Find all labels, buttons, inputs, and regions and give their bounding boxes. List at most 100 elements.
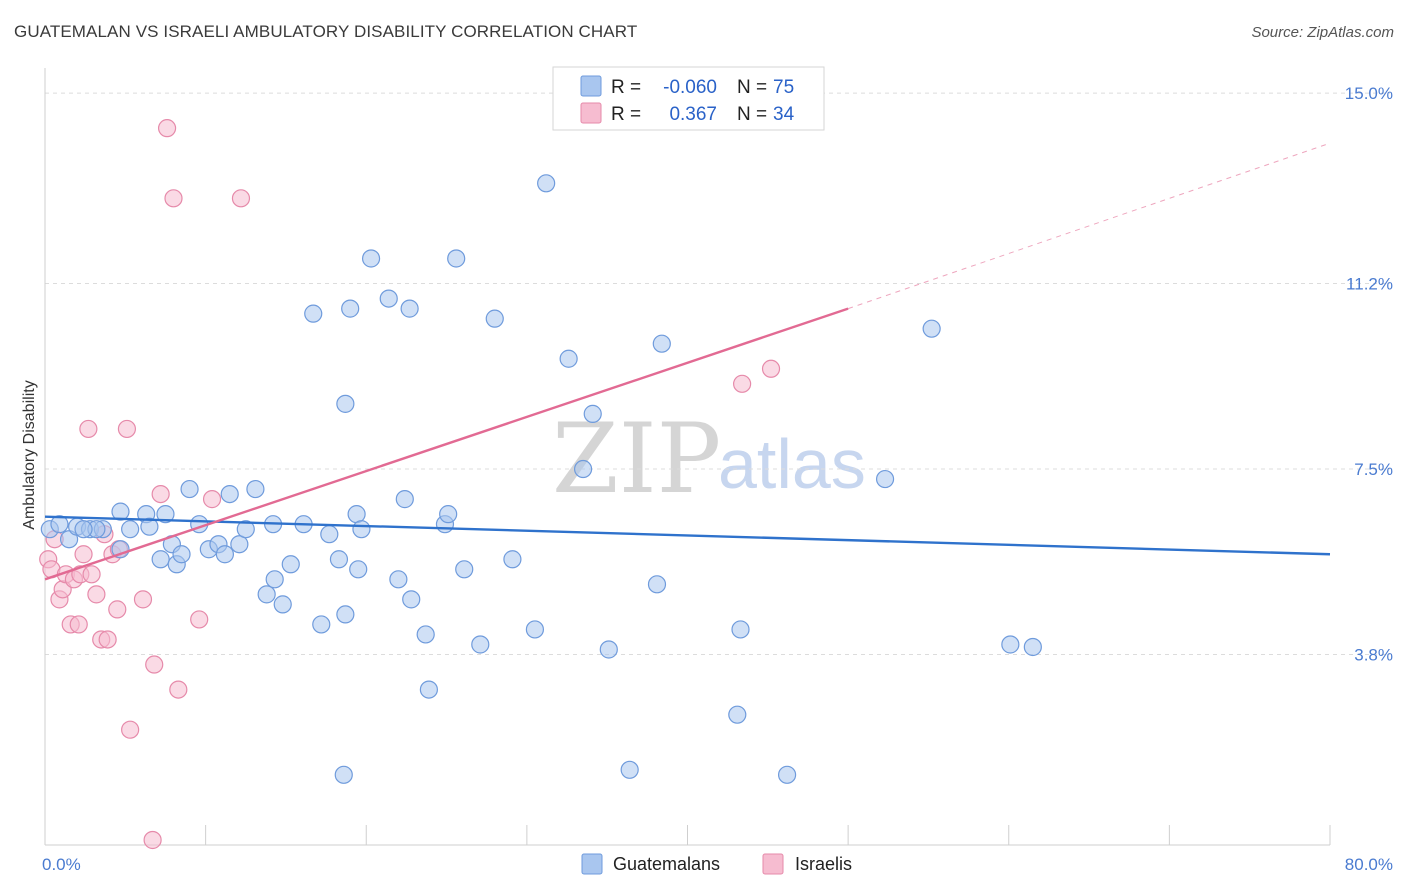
guatemalans-point-74 (74, 520, 93, 539)
x-tick-label-max: 80.0% (1345, 855, 1393, 874)
guatemalans-point-31 (304, 304, 323, 323)
israelis-point-26 (169, 680, 188, 699)
guatemalans-point-71 (1001, 635, 1020, 654)
guatemalans-point-62 (599, 640, 618, 659)
y-tick-labels: 3.8% 7.5% 11.2% 15.0% (1345, 84, 1393, 664)
israelis-point-7 (69, 615, 88, 634)
guatemalans-point-51 (439, 505, 458, 524)
guatemalans-point-48 (416, 625, 435, 644)
guatemalans-point-70 (922, 319, 941, 338)
guatemalans-point-40 (336, 605, 355, 624)
guatemalans-point-60 (583, 404, 602, 423)
guatemalans-point-26 (265, 570, 284, 589)
legend-n-label-1: N = (737, 77, 767, 98)
y-tick-label-2: 11.2% (1346, 275, 1393, 294)
y-tick-label-1: 7.5% (1354, 460, 1393, 479)
guatemalans-point-53 (447, 249, 466, 268)
stats-legend: R = -0.060 N = 75 R = 0.367 N = 34 (552, 66, 825, 131)
guatemalans-point-7 (121, 520, 140, 539)
guatemalans-point-47 (402, 590, 421, 609)
x-tick-label-min: 0.0% (42, 855, 81, 874)
bottom-legend-swatch-guatemalans (581, 853, 603, 875)
guatemalans-point-32 (312, 615, 331, 634)
watermark-zip: ZIP (552, 403, 721, 515)
legend-swatch-israelis (580, 102, 602, 124)
guatemalans-point-46 (400, 299, 419, 318)
series-legend: Guatemalans Israelis (581, 853, 852, 875)
guatemalans-point-6 (111, 502, 130, 521)
legend-n-label-2: N = (737, 104, 767, 125)
guatemalans-points (40, 174, 1042, 784)
guatemalans-point-20 (215, 545, 234, 564)
guatemalans-point-21 (220, 484, 239, 504)
israelis-trend-extension (847, 142, 1331, 310)
grid-lines (45, 92, 1390, 656)
watermark-atlas: atlas (718, 425, 866, 503)
legend-r-value-1: -0.060 (663, 77, 717, 98)
guatemalans-point-69 (875, 469, 895, 489)
guatemalans-point-45 (395, 490, 414, 509)
guatemalans-point-12 (151, 550, 170, 569)
y-tick-label-3: 15.0% (1345, 84, 1393, 103)
israelis-point-29 (202, 490, 222, 509)
israelis-point-10 (79, 419, 98, 439)
israelis-point-23 (151, 484, 170, 504)
guatemalans-point-39 (334, 765, 353, 784)
legend-r-label-2: R = (611, 104, 641, 125)
legend-n-value-2: 34 (773, 104, 795, 125)
chart-source: Source: ZipAtlas.com (1251, 24, 1394, 41)
guatemalans-point-64 (647, 575, 667, 594)
guatemalans-point-42 (361, 249, 381, 268)
guatemalans-trend-line (44, 515, 1331, 556)
legend-r-label-1: R = (611, 77, 641, 98)
guatemalans-point-61 (573, 459, 593, 479)
bottom-legend-swatch-israelis (762, 853, 784, 875)
israelis-point-27 (143, 830, 162, 850)
guatemalans-point-38 (352, 520, 371, 539)
israelis-point-30 (231, 189, 251, 208)
legend-n-value-1: 75 (773, 77, 794, 98)
guatemalans-point-68 (777, 765, 797, 784)
guatemalans-point-43 (379, 289, 398, 308)
israelis-point-28 (190, 610, 209, 629)
israelis-point-20 (121, 720, 140, 739)
guatemalans-point-59 (559, 349, 578, 368)
guatemalans-point-56 (503, 550, 522, 569)
x-ticks (44, 825, 1331, 845)
guatemalans-point-22 (230, 535, 249, 554)
israelis-point-15 (98, 630, 117, 649)
guatemalans-point-41 (349, 560, 368, 579)
guatemalans-point-23 (236, 520, 255, 539)
guatemalans-point-65 (652, 334, 671, 353)
y-tick-label-0: 3.8% (1354, 646, 1393, 665)
guatemalans-point-34 (329, 550, 349, 569)
guatemalans-point-29 (281, 555, 300, 574)
israelis-point-21 (133, 590, 153, 609)
bottom-legend-label-guatemalans: Guatemalans (613, 854, 720, 874)
israelis-point-25 (164, 189, 183, 208)
guatemalans-point-72 (1023, 637, 1042, 657)
bottom-legend-label-israelis: Israelis (795, 854, 852, 874)
guatemalans-point-16 (180, 479, 199, 499)
guatemalans-point-49 (419, 680, 438, 699)
guatemalans-point-58 (537, 174, 556, 193)
israelis-point-19 (117, 419, 137, 439)
israelis-point-31 (733, 374, 752, 393)
y-axis-label: Ambulatory Disability (21, 380, 38, 529)
guatemalans-point-1 (50, 515, 69, 534)
legend-r-value-2: 0.367 (669, 104, 717, 125)
israelis-point-17 (108, 600, 127, 619)
guatemalans-point-66 (728, 705, 747, 724)
guatemalans-point-67 (731, 620, 750, 639)
guatemalans-point-9 (156, 505, 175, 524)
guatemalans-point-36 (341, 299, 360, 318)
guatemalans-point-35 (336, 394, 355, 413)
guatemalans-point-37 (347, 505, 366, 524)
israelis-point-24 (157, 119, 177, 138)
guatemalans-point-24 (246, 479, 265, 499)
guatemalans-point-54 (471, 635, 490, 654)
legend-swatch-guatemalans (580, 75, 602, 97)
guatemalans-point-33 (320, 525, 339, 544)
guatemalans-point-57 (525, 620, 545, 639)
